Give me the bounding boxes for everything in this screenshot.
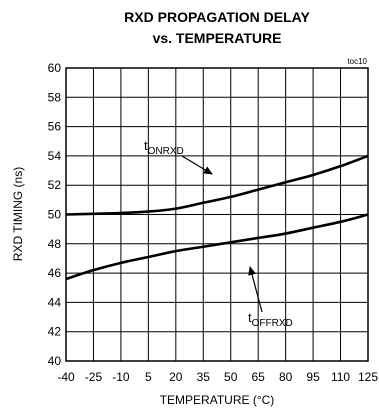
y-tick-label: 60 [48, 61, 62, 75]
x-tick-label: 35 [197, 370, 211, 384]
series-label-main: t [144, 138, 148, 153]
x-tick-label: 110 [331, 370, 350, 384]
y-tick-labels: 40 42 44 46 48 50 52 54 56 58 60 [48, 61, 62, 368]
x-tick-label: 50 [224, 370, 238, 384]
chart-subtitle: vs. TEMPERATURE [153, 30, 282, 46]
x-tick-label: 80 [279, 370, 293, 384]
y-tick-label: 54 [48, 149, 62, 163]
x-tick-label: 20 [169, 370, 183, 384]
y-tick-label: 46 [48, 266, 62, 280]
chart-title: RXD PROPAGATION DELAY [124, 9, 310, 25]
x-axis-label: TEMPERATURE (°C) [160, 393, 275, 407]
annotation-arrow [181, 155, 213, 175]
y-tick-label: 44 [48, 295, 62, 309]
y-tick-label: 56 [48, 120, 62, 134]
x-tick-label: -25 [85, 370, 103, 384]
series-label-onrxd: tONRXD [144, 138, 184, 157]
y-tick-label: 50 [48, 208, 62, 222]
series-label-sub: OFFRXD [252, 318, 293, 329]
series-line-offrxd [65, 213, 369, 281]
x-tick-label: -10 [112, 370, 130, 384]
series-line-onrxd [65, 154, 369, 216]
y-axis-label: RXD TIMING (ns) [11, 167, 25, 261]
y-tick-label: 42 [48, 325, 62, 339]
series-label-sub: ONRXD [148, 146, 184, 157]
x-tick-label: 65 [252, 370, 266, 384]
x-tick-labels: -40 -25 -10 5 20 35 50 65 80 95 110 125 [57, 370, 378, 384]
y-tick-label: 48 [48, 237, 62, 251]
x-tick-label: -40 [57, 370, 75, 384]
x-tick-label: 95 [306, 370, 320, 384]
x-tick-label: 5 [145, 370, 152, 384]
y-tick-label: 52 [48, 178, 62, 192]
y-tick-label: 40 [48, 354, 62, 368]
chart-tag: toc10 [347, 57, 367, 66]
y-tick-label: 58 [48, 90, 62, 104]
annotation-arrow [248, 266, 263, 313]
series-label-offrxd: tOFFRXD [248, 310, 293, 329]
series-lines [65, 154, 369, 281]
series-label-main: t [248, 310, 252, 325]
x-tick-label: 125 [358, 370, 378, 384]
